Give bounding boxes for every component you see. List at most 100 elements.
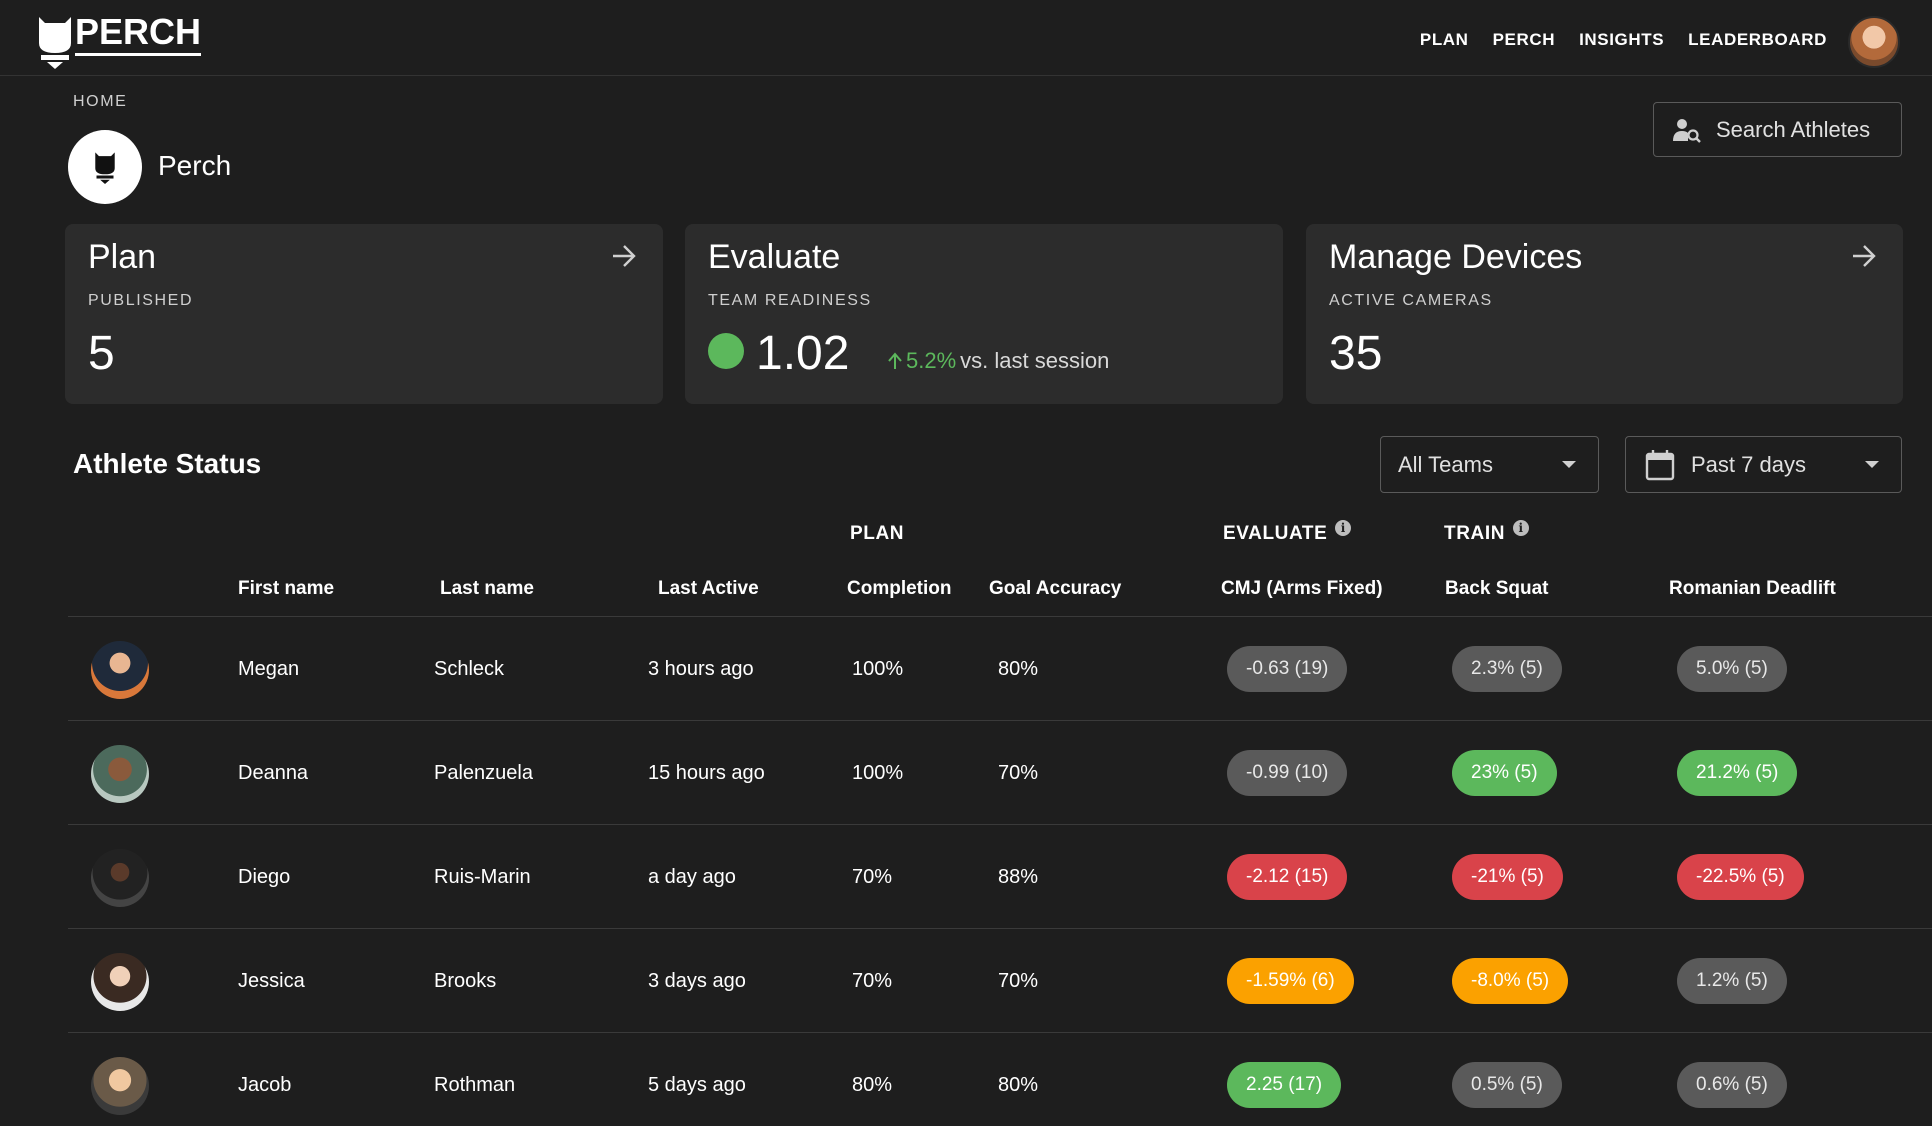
breadcrumb[interactable]: HOME xyxy=(73,93,128,110)
user-avatar[interactable] xyxy=(1848,16,1900,68)
evaluate-card[interactable]: Evaluate TEAM READINESS 1.02 5.2% vs. la… xyxy=(685,224,1283,404)
nav-insights[interactable]: INSIGHTS xyxy=(1579,30,1665,49)
nav-plan[interactable]: PLAN xyxy=(1419,30,1469,49)
athlete-avatar xyxy=(91,849,149,907)
cmj-badge[interactable]: -2.12 (15) xyxy=(1227,854,1348,900)
calendar-icon xyxy=(1645,449,1675,480)
back-squat-badge[interactable]: 23% (5) xyxy=(1452,750,1557,796)
goal-accuracy-cell: 80% xyxy=(998,1074,1039,1096)
person-search-icon xyxy=(1673,118,1701,143)
last-active-cell: 5 days ago xyxy=(648,1074,746,1096)
group-header-evaluate: EVALUATE i xyxy=(1223,520,1352,545)
goal-accuracy-cell: 70% xyxy=(998,762,1039,784)
group-header-train: TRAIN i xyxy=(1444,520,1530,545)
completion-cell: 100% xyxy=(852,762,904,784)
cmj-badge[interactable]: -0.99 (10) xyxy=(1227,750,1348,796)
back-squat-badge[interactable]: 2.3% (5) xyxy=(1452,646,1562,692)
perch-logo[interactable]: PERCH xyxy=(37,13,202,69)
last-name-cell: Brooks xyxy=(434,970,497,992)
org-logo xyxy=(68,130,142,204)
last-active-cell: 15 hours ago xyxy=(648,762,765,784)
plan-card-title: Plan xyxy=(88,238,157,276)
manage-devices-card[interactable]: Manage Devices ACTIVE CAMERAS 35 xyxy=(1306,224,1903,404)
completion-cell: 70% xyxy=(852,866,893,888)
page-title: Perch xyxy=(158,150,232,181)
evaluate-card-subtitle: TEAM READINESS xyxy=(708,292,872,309)
col-romanian-deadlift[interactable]: Romanian Deadlift xyxy=(1669,578,1836,599)
nav-leaderboard[interactable]: LEADERBOARD xyxy=(1688,30,1827,49)
table-row[interactable]: Jessica Brooks 3 days ago 70% 70% -1.59% (6) -… xyxy=(68,929,1932,1033)
athlete-avatar xyxy=(91,641,149,699)
goal-accuracy-cell: 70% xyxy=(998,970,1039,992)
athlete-avatar xyxy=(91,745,149,803)
first-name-cell: Jessica xyxy=(238,970,305,992)
main-nav: PLAN PERCH INSIGHTS LEADERBOARD xyxy=(1396,30,1827,50)
group-header-plan: PLAN xyxy=(850,523,904,545)
romanian-deadlift-badge[interactable]: 1.2% (5) xyxy=(1677,958,1787,1004)
first-name-cell: Megan xyxy=(238,658,300,680)
search-athletes-button[interactable]: Search Athletes xyxy=(1653,102,1902,157)
devices-card-subtitle: ACTIVE CAMERAS xyxy=(1329,292,1493,309)
last-name-cell: Rothman xyxy=(434,1074,516,1096)
goal-accuracy-cell: 88% xyxy=(998,866,1039,888)
last-active-cell: 3 days ago xyxy=(648,970,746,992)
date-filter-select[interactable]: Past 7 days xyxy=(1625,436,1902,493)
first-name-cell: Jacob xyxy=(238,1074,292,1096)
plan-card-subtitle: PUBLISHED xyxy=(88,292,194,309)
devices-card-title: Manage Devices xyxy=(1329,238,1583,276)
info-icon[interactable]: i xyxy=(1335,520,1352,536)
table-row[interactable]: Jacob Rothman 5 days ago 80% 80% 2.25 (17) 0.5… xyxy=(68,1033,1932,1126)
completion-cell: 80% xyxy=(852,1074,893,1096)
plan-card[interactable]: Plan PUBLISHED 5 xyxy=(65,224,663,404)
last-active-cell: 3 hours ago xyxy=(648,658,754,680)
col-first-name[interactable]: First name xyxy=(238,578,335,599)
goal-accuracy-cell: 80% xyxy=(998,658,1039,680)
col-last-active[interactable]: Last Active xyxy=(658,578,759,599)
back-squat-badge[interactable]: -8.0% (5) xyxy=(1452,958,1569,1004)
cmj-badge[interactable]: -1.59% (6) xyxy=(1227,958,1354,1004)
last-name-cell: Palenzuela xyxy=(434,762,533,784)
col-goal-accuracy[interactable]: Goal Accuracy xyxy=(989,578,1122,599)
romanian-deadlift-badge[interactable]: 0.6% (5) xyxy=(1677,1062,1787,1108)
completion-cell: 70% xyxy=(852,970,893,992)
table-row[interactable]: Deanna Palenzuela 15 hours ago 100% 70% -0.99… xyxy=(68,721,1932,825)
table-divider xyxy=(68,616,1932,617)
perch-logo-icon xyxy=(39,17,71,69)
row-divider xyxy=(68,1032,1932,1033)
chevron-down-icon xyxy=(1865,461,1879,468)
cmj-badge[interactable]: 2.25 (17) xyxy=(1227,1062,1342,1108)
romanian-deadlift-badge[interactable]: -22.5% (5) xyxy=(1677,854,1804,900)
back-squat-badge[interactable]: 0.5% (5) xyxy=(1452,1062,1562,1108)
last-name-cell: Ruis-Marin xyxy=(434,866,531,888)
last-name-cell: Schleck xyxy=(434,658,505,680)
table-row[interactable]: Megan Schleck 3 hours ago 100% 80% -0.63 (19)… xyxy=(68,617,1932,721)
table-row[interactable]: Diego Ruis-Marin a day ago 70% 88% -2.12 (15)… xyxy=(68,825,1932,929)
col-cmj[interactable]: CMJ (Arms Fixed) xyxy=(1221,578,1383,599)
team-filter-select[interactable]: All Teams xyxy=(1380,436,1599,493)
readiness-status-dot xyxy=(708,333,744,369)
nav-perch[interactable]: PERCH xyxy=(1492,30,1556,49)
group-train-label: TRAIN xyxy=(1444,523,1506,544)
col-last-name[interactable]: Last name xyxy=(440,578,534,599)
athlete-avatar xyxy=(91,953,149,1011)
first-name-cell: Deanna xyxy=(238,762,309,784)
arrow-right-icon[interactable] xyxy=(1851,244,1877,268)
arrow-up-icon xyxy=(888,352,902,369)
last-active-cell: a day ago xyxy=(648,866,736,888)
col-back-squat[interactable]: Back Squat xyxy=(1445,578,1549,599)
group-plan-label: PLAN xyxy=(850,523,905,544)
team-filter-value: All Teams xyxy=(1398,451,1493,477)
back-squat-badge[interactable]: -21% (5) xyxy=(1452,854,1563,900)
readiness-delta: 5.2% vs. last session xyxy=(888,348,1109,374)
row-divider xyxy=(68,928,1932,929)
cmj-badge[interactable]: -0.63 (19) xyxy=(1227,646,1348,692)
arrow-right-icon[interactable] xyxy=(611,244,637,268)
romanian-deadlift-badge[interactable]: 5.0% (5) xyxy=(1677,646,1787,692)
readiness-value: 1.02 xyxy=(756,327,850,380)
romanian-deadlift-badge[interactable]: 21.2% (5) xyxy=(1677,750,1798,796)
col-completion[interactable]: Completion xyxy=(847,578,952,599)
logo-text: PERCH xyxy=(75,13,202,56)
perch-mark-icon xyxy=(95,152,115,184)
top-nav: PERCH PLAN PERCH INSIGHTS LEADERBOARD xyxy=(0,0,1932,76)
info-icon[interactable]: i xyxy=(1513,520,1530,536)
